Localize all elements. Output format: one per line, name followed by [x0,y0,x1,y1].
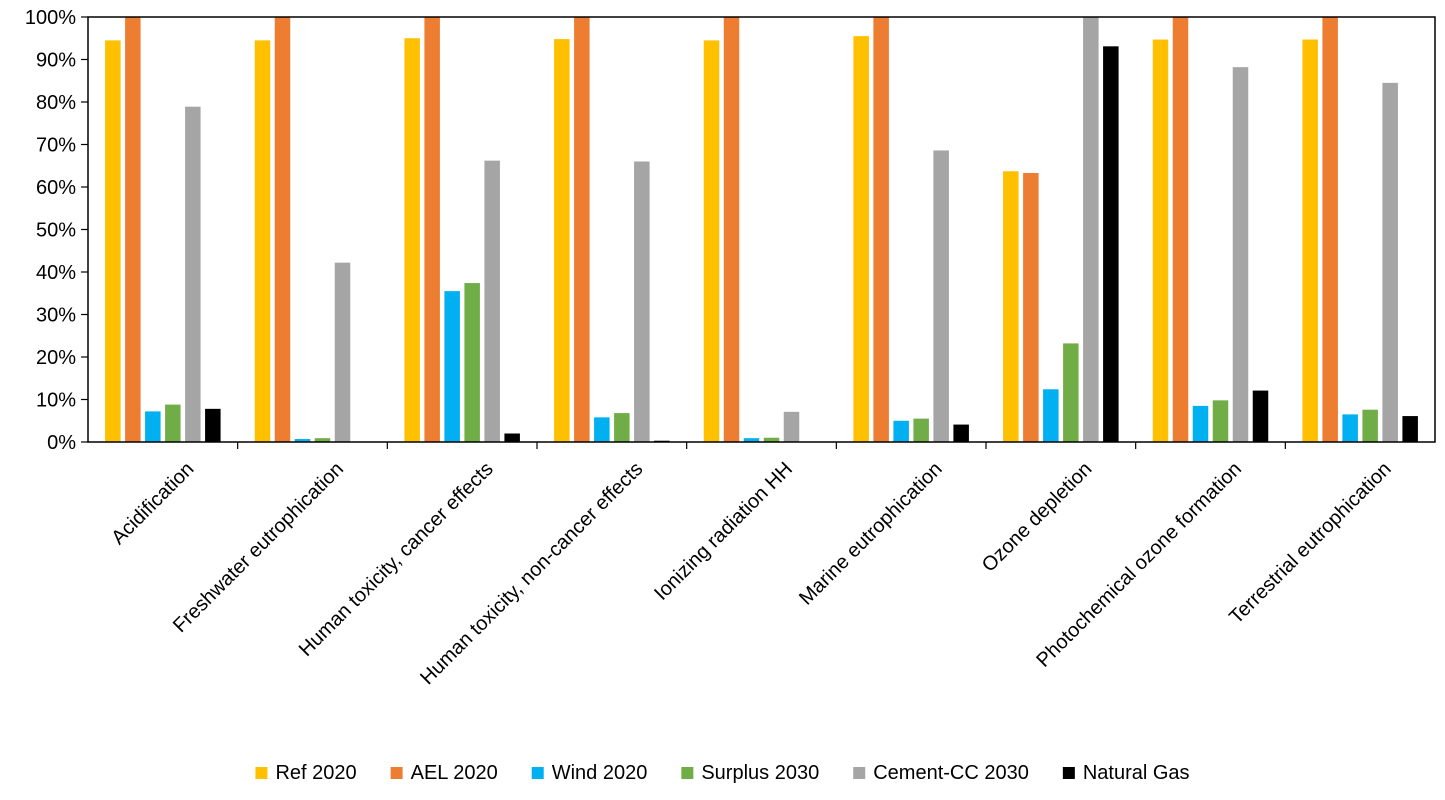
x-category-label: Acidification [107,458,198,549]
bar [953,424,969,442]
legend-item: Ref 2020 [255,762,357,784]
bar [205,408,221,442]
bar [464,283,480,442]
legend-item: Natural Gas [1062,762,1190,784]
bar [1382,82,1398,442]
bar [1063,343,1079,442]
y-tick-label: 70% [36,135,76,157]
y-tick-label: 90% [36,50,76,72]
bar [763,437,780,442]
bar [1103,46,1119,442]
legend-label: Surplus 2030 [701,762,819,784]
bar [1023,172,1039,442]
y-tick-label: 80% [36,92,76,114]
bar [1232,67,1249,443]
bar [1043,389,1059,442]
bar [783,411,800,442]
y-axis: 0% 10% 20% 30% 40% 50% 60% 70% 80% 90% 100% [25,7,88,454]
bar [594,417,610,442]
bar [185,106,201,443]
bar [314,438,331,442]
y-tick-label: 0% [47,432,76,454]
bar [125,17,141,442]
bar [1083,17,1099,442]
bar [1402,416,1418,442]
plot-area-frame [87,16,1436,443]
bar [424,17,440,442]
bar [334,262,351,442]
bar [274,17,291,442]
x-category-label: Ionizing radiation HH [650,458,797,605]
legend-swatch [531,767,544,779]
bars [105,17,1418,443]
y-tick-label: 20% [36,347,76,369]
bar [703,40,720,442]
legend-item: AEL 2020 [390,762,498,784]
y-tick-label: 50% [36,220,76,242]
bar [723,17,740,442]
x-category-label: Terrestrial eutrophication [1225,458,1395,628]
bar [165,404,181,442]
bar [444,291,460,442]
x-category-label: Marine eutrophication [795,458,947,610]
bar [1172,17,1189,442]
bar [294,439,311,442]
legend-item: Wind 2020 [531,762,648,784]
bar [893,420,909,442]
bar [1362,409,1378,442]
x-category-label: Freshwater eutrophication [169,458,348,637]
legend-label: AEL 2020 [411,762,498,784]
legend-swatch [853,767,866,779]
legend-item: Cement-CC 2030 [853,762,1029,784]
bar [404,38,420,442]
y-tick-label: 40% [36,262,76,284]
bar [145,411,161,442]
bar [554,39,570,442]
legend-swatch [390,767,403,779]
legend-label: Wind 2020 [552,762,648,784]
y-tick-label: 30% [36,305,76,327]
bar [913,418,929,442]
bar [105,40,121,442]
legend-swatch [255,767,268,779]
bar [933,150,949,442]
bar [484,160,500,442]
y-tick-label: 60% [36,177,76,199]
bar [873,17,889,442]
bar [1322,17,1338,442]
bar [1003,171,1019,442]
bar [254,40,271,442]
bar [1212,400,1229,442]
bar [743,438,760,442]
legend-label: Cement-CC 2030 [873,762,1029,784]
bar [1152,39,1169,443]
y-tick-label: 10% [36,390,76,412]
legend-label: Natural Gas [1083,762,1190,784]
bar [634,161,650,442]
x-category-label: Ozone depletion [978,458,1097,577]
legend-item: Surplus 2030 [681,762,819,784]
legend-swatch [681,767,694,779]
bar [1302,39,1318,443]
bar [574,17,590,442]
legend: Ref 2020 AEL 2020 Wind 2020 Surplus 2030 Cem… [255,762,1190,784]
bar [853,36,869,442]
bar [1342,414,1358,442]
legend-swatch [1062,767,1075,779]
legend-label: Ref 2020 [275,762,356,784]
bar [504,433,520,442]
bar [1252,390,1269,442]
bar [614,413,630,442]
y-tick-label: 100% [25,7,76,29]
bar [1192,405,1209,442]
